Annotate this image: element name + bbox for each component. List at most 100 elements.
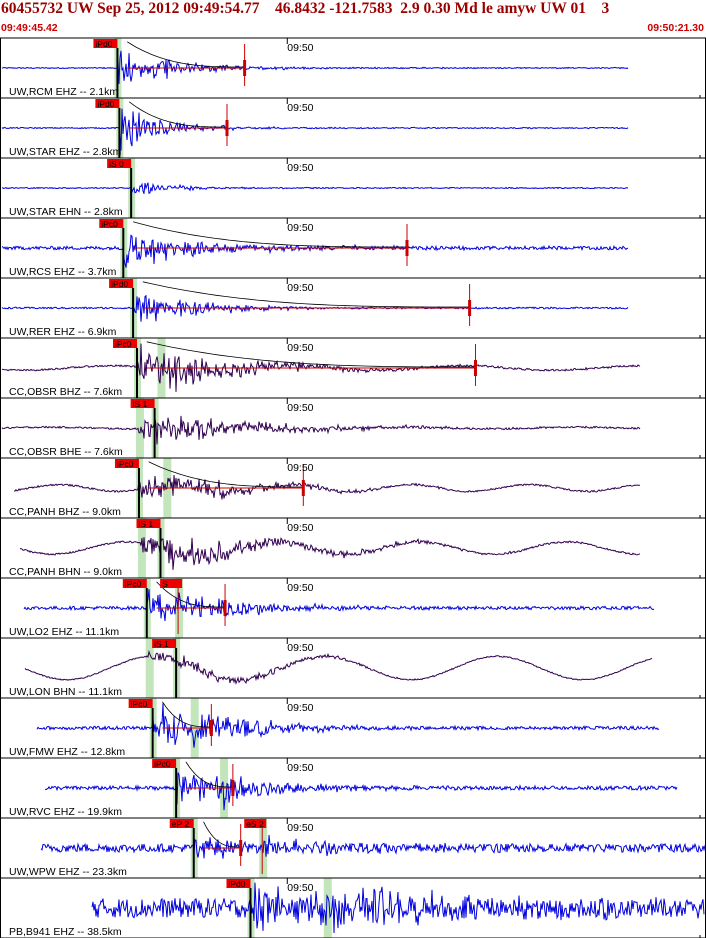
trace-label: CC,OBSR BHZ -- 7.6km [9, 386, 122, 398]
p-pick-flag [122, 579, 147, 588]
p-pick-flag [99, 219, 124, 228]
seismogram-trace [23, 589, 655, 622]
seismogram-trace [14, 474, 640, 500]
seismogram-trace [1, 294, 629, 322]
minute-marker-label: 09:50 [287, 762, 313, 774]
seismogram-trace [1, 50, 629, 84]
s-pick-flag [160, 579, 183, 588]
minute-marker-label: 09:50 [287, 222, 313, 234]
s-pick-label: eS 2 [246, 819, 264, 829]
p-pick-label: iPc0 [154, 759, 171, 769]
p-pick-flag [107, 159, 132, 168]
p-pick-flag [152, 759, 177, 768]
trace-label: UW,RVC EHZ -- 19.9km [9, 806, 122, 818]
seismogram-trace [1, 415, 641, 445]
p-pick-flag [152, 639, 177, 648]
coda-fit-curve [126, 41, 245, 68]
s-pick-window [137, 518, 146, 578]
p-pick-flag [114, 459, 139, 468]
seismogram-trace [1, 108, 629, 151]
trace-label: UW,LON BHN -- 11.1km [9, 686, 122, 698]
trace-label: UW,RCS EHZ -- 3.7km [9, 266, 117, 278]
p-pick-flag [95, 99, 120, 108]
trace-label: UW,FMW EHZ -- 12.8km [9, 746, 125, 758]
p-pick-label: iS 1 [133, 399, 148, 409]
minute-marker-label: 09:50 [287, 162, 313, 174]
coda-fit-curve [128, 101, 227, 128]
s-pick-label: S [162, 579, 168, 589]
minute-marker-label: 09:50 [287, 702, 313, 714]
minute-marker-label: 09:50 [287, 882, 313, 894]
minute-marker-label: 09:50 [287, 642, 313, 654]
end-time-label: 09:50:21.30 [647, 22, 704, 34]
seismogram-trace [1, 234, 629, 268]
coda-fit-curve [132, 221, 407, 248]
minute-marker-label: 09:50 [287, 102, 313, 114]
p-pick-flag [136, 519, 161, 528]
trace-label: CC,OBSR BHE -- 7.6km [9, 446, 123, 458]
minute-marker-label: 09:50 [287, 42, 313, 54]
p-pick-label: iPd0 [97, 99, 114, 109]
minute-marker-label: 09:50 [287, 462, 313, 474]
seismogram-trace [40, 834, 706, 859]
trace-label: UW,STAR EHZ -- 2.8km [9, 146, 122, 158]
p-pick-flag [93, 39, 118, 48]
coda-fit-curve [162, 701, 212, 728]
minute-marker-label: 09:50 [287, 282, 313, 294]
trace-label: UW,RCM EHZ -- 2.1km [9, 86, 118, 98]
coda-fit-curve [142, 281, 470, 308]
p-pick-label: iPc0 [101, 219, 118, 229]
plot-header: 60455732 UW Sep 25, 2012 09:49:54.77 46.… [0, 0, 706, 38]
minute-marker-label: 09:50 [287, 822, 313, 834]
p-pick-flag [109, 279, 134, 288]
p-pick-label: iPd0 [95, 39, 112, 49]
trace-label: UW,STAR EHN -- 2.8km [9, 206, 123, 218]
p-pick-label: iS 1 [138, 519, 153, 529]
minute-marker-label: 09:50 [287, 342, 313, 354]
coda-fit-curve [148, 461, 304, 488]
seismogram-trace [1, 182, 629, 195]
p-pick-label: iS 0 [109, 159, 124, 169]
coda-fit-curve [156, 581, 225, 608]
p-pick-flag [128, 699, 153, 708]
coda-fit-curve [185, 761, 233, 788]
s-pick-window [145, 638, 154, 698]
p-pick-label: iPc0 [131, 699, 148, 709]
trace-label: CC,PANH BHN -- 9.0km [9, 566, 122, 578]
seismogram-trace [44, 772, 678, 811]
s-pick-flag [244, 819, 267, 828]
p-pick-label: iS 1 [154, 639, 169, 649]
traces [1, 50, 706, 934]
seismogram-trace [19, 537, 641, 570]
trace-label: CC,PANH BHZ -- 9.0km [9, 506, 121, 518]
p-pick-flag [169, 819, 194, 828]
s-pick-window [135, 398, 144, 458]
p-pick-flag [226, 879, 251, 888]
coda-fit-curve [203, 821, 241, 848]
p-pick-label: iPd0 [111, 279, 128, 289]
panel-frame [0, 37, 706, 938]
trace-label: UW,LO2 EHZ -- 11.1km [9, 626, 119, 638]
seismogram-trace [91, 882, 705, 934]
minute-marker-label: 09:50 [287, 402, 313, 414]
trace-label: UW,WPW EHZ -- 23.3km [9, 866, 127, 878]
p-pick-label: iPc0 [115, 339, 132, 349]
p-pick-label: iPc0 [117, 459, 134, 469]
p-pick-label: eP 2 [172, 819, 190, 829]
trace-label: UW,RER EHZ -- 6.9km [9, 326, 117, 338]
minute-marker-label: 09:50 [287, 582, 313, 594]
p-pick-label: iPc0 [125, 579, 142, 589]
seismogram-trace [24, 650, 653, 685]
p-pick-label: iPd0 [228, 879, 245, 889]
event-title: 60455732 UW Sep 25, 2012 09:49:54.77 46.… [1, 0, 610, 17]
seismogram-trace [36, 703, 660, 748]
minute-marker-label: 09:50 [287, 522, 313, 534]
coda-fit-curve [146, 341, 476, 368]
start-time-label: 09:49:45.42 [1, 22, 58, 34]
trace-label: PB,B941 EHZ -- 38.5km [9, 926, 122, 938]
p-pick-flag [113, 339, 137, 348]
p-pick-flag [130, 399, 155, 408]
s-pick-window [323, 878, 332, 938]
